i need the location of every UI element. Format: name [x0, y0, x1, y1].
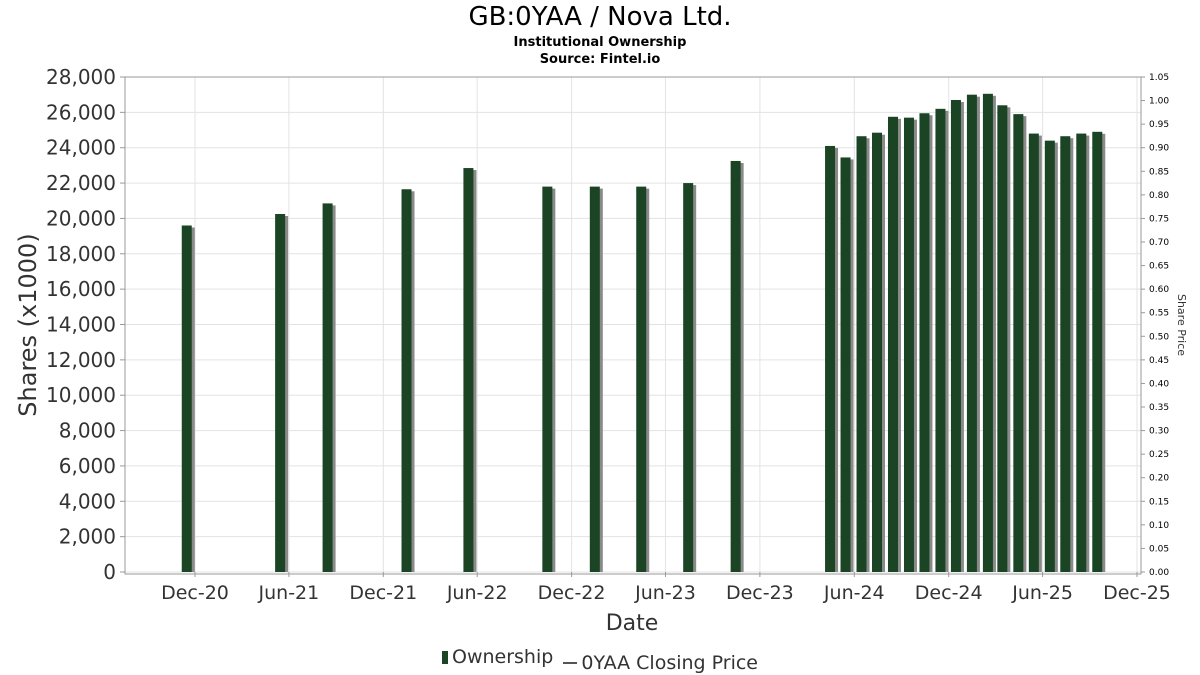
y2-tick-label: 0.80 — [1149, 191, 1169, 201]
y-tick-label: 22,000 — [46, 171, 116, 195]
plot-area-frame — [124, 76, 1142, 575]
x-tick-label: Jun-21 — [258, 582, 320, 604]
y2-axis-ticks: 0.00 0.05 0.10 0.15 0.20 0.25 0.30 0.35 0.40 0.45… — [1141, 73, 1169, 578]
bars-layer — [181, 93, 1106, 573]
y-tick-label: 2,000 — [59, 525, 116, 549]
y2-tick-label: 0.55 — [1149, 309, 1169, 319]
y2-tick-label: 0.75 — [1149, 214, 1169, 224]
bar — [966, 94, 977, 572]
y2-tick-label: 0.05 — [1149, 544, 1169, 554]
bar — [181, 225, 192, 572]
y2-tick-label: 1.05 — [1149, 73, 1169, 83]
bar — [997, 105, 1008, 573]
y2-tick-label: 0.50 — [1149, 332, 1169, 342]
chart-subtitle: Institutional Ownership — [513, 35, 687, 50]
x-axis-title: Date — [606, 611, 659, 636]
y2-tick-label: 0.65 — [1149, 262, 1169, 272]
bar — [982, 93, 993, 572]
bar — [1060, 136, 1071, 573]
bar — [1013, 114, 1024, 572]
y-tick-label: 4,000 — [59, 489, 116, 513]
y2-tick-label: 0.95 — [1149, 120, 1169, 130]
bar — [463, 168, 474, 572]
chart-source: Source: Fintel.io — [539, 52, 661, 67]
y-tick-label: 12,000 — [46, 348, 116, 372]
bar — [1076, 133, 1087, 573]
bar — [919, 113, 930, 572]
bar — [1092, 131, 1103, 572]
y2-axis-title: Share Price — [1175, 294, 1188, 356]
legend-swatch-bar-icon — [442, 650, 448, 664]
y2-tick-label: 0.30 — [1149, 427, 1169, 437]
x-tick-label: Dec-23 — [726, 582, 794, 604]
x-tick-label: Dec-24 — [915, 582, 983, 604]
y2-tick-label: 0.35 — [1149, 403, 1169, 413]
bar — [1044, 140, 1055, 572]
legend-label-closing-price: 0YAA Closing Price — [581, 651, 758, 674]
bar — [840, 157, 851, 572]
y-tick-label: 16,000 — [46, 277, 116, 301]
y-tick-label: 24,000 — [46, 136, 116, 160]
y-tick-label: 20,000 — [46, 206, 116, 230]
y2-tick-label: 0.90 — [1149, 144, 1169, 154]
x-tick-label: Jun-25 — [1011, 582, 1073, 604]
bar — [1028, 133, 1039, 573]
x-tick-label: Dec-22 — [538, 582, 606, 604]
legend-item-closing-price: 0YAA Closing Price — [563, 652, 758, 674]
y2-tick-label: 0.40 — [1149, 379, 1169, 389]
y-tick-label: 0 — [103, 560, 116, 584]
y2-tick-label: 0.25 — [1149, 450, 1169, 460]
y-tick-label: 6,000 — [59, 454, 116, 478]
bar — [542, 186, 553, 572]
bar — [275, 214, 286, 573]
chart-title: GB:0YAA / Nova Ltd. — [468, 2, 732, 32]
y-axis-ticks: 0 2,000 4,000 6,000 8,000 10,000 12,000 14,000 1… — [46, 65, 125, 584]
x-tick-label: Dec-25 — [1103, 582, 1171, 604]
x-tick-label: Jun-22 — [446, 582, 508, 604]
y2-tick-label: 0.70 — [1149, 238, 1169, 248]
y2-tick-label: 1.00 — [1149, 97, 1169, 107]
x-tick-label: Dec-21 — [349, 582, 417, 604]
bar — [683, 183, 694, 573]
y-tick-label: 14,000 — [46, 313, 116, 337]
y2-tick-label: 0.45 — [1149, 356, 1169, 366]
y2-tick-label: 0.20 — [1149, 474, 1169, 484]
y-tick-label: 18,000 — [46, 242, 116, 266]
bar — [887, 116, 898, 572]
y2-tick-label: 0.10 — [1149, 521, 1169, 531]
x-tick-label: Jun-23 — [634, 582, 696, 604]
x-tick-label: Jun-24 — [823, 582, 885, 604]
bar — [636, 186, 647, 572]
y2-tick-label: 0.85 — [1149, 167, 1169, 177]
y-axis-title: Shares (x1000) — [14, 233, 42, 416]
y2-tick-label: 0.00 — [1149, 568, 1169, 578]
legend-item-ownership: Ownership — [442, 646, 553, 668]
bar — [730, 160, 741, 573]
y2-tick-label: 0.15 — [1149, 497, 1169, 507]
bar — [825, 145, 836, 573]
legend-swatch-line-icon — [563, 661, 578, 664]
y-tick-label: 8,000 — [59, 419, 116, 443]
legend-label-ownership: Ownership — [452, 646, 554, 668]
bar — [856, 136, 867, 573]
bar — [589, 186, 600, 572]
bar — [950, 99, 961, 572]
bar — [903, 117, 914, 573]
y-tick-label: 10,000 — [46, 383, 116, 407]
legend: Ownership 0YAA Closing Price — [0, 646, 1200, 674]
y-tick-label: 28,000 — [46, 65, 116, 89]
bar — [401, 189, 412, 573]
x-axis-ticks: Dec-20 Jun-21 Dec-21 Jun-22 Dec-22 Jun-23 Dec-… — [161, 572, 1171, 604]
x-tick-label: Dec-20 — [161, 582, 229, 604]
y2-tick-label: 0.60 — [1149, 285, 1169, 295]
bar — [871, 132, 882, 572]
bar — [935, 108, 946, 573]
bar — [322, 203, 333, 572]
y-tick-label: 26,000 — [46, 100, 116, 124]
